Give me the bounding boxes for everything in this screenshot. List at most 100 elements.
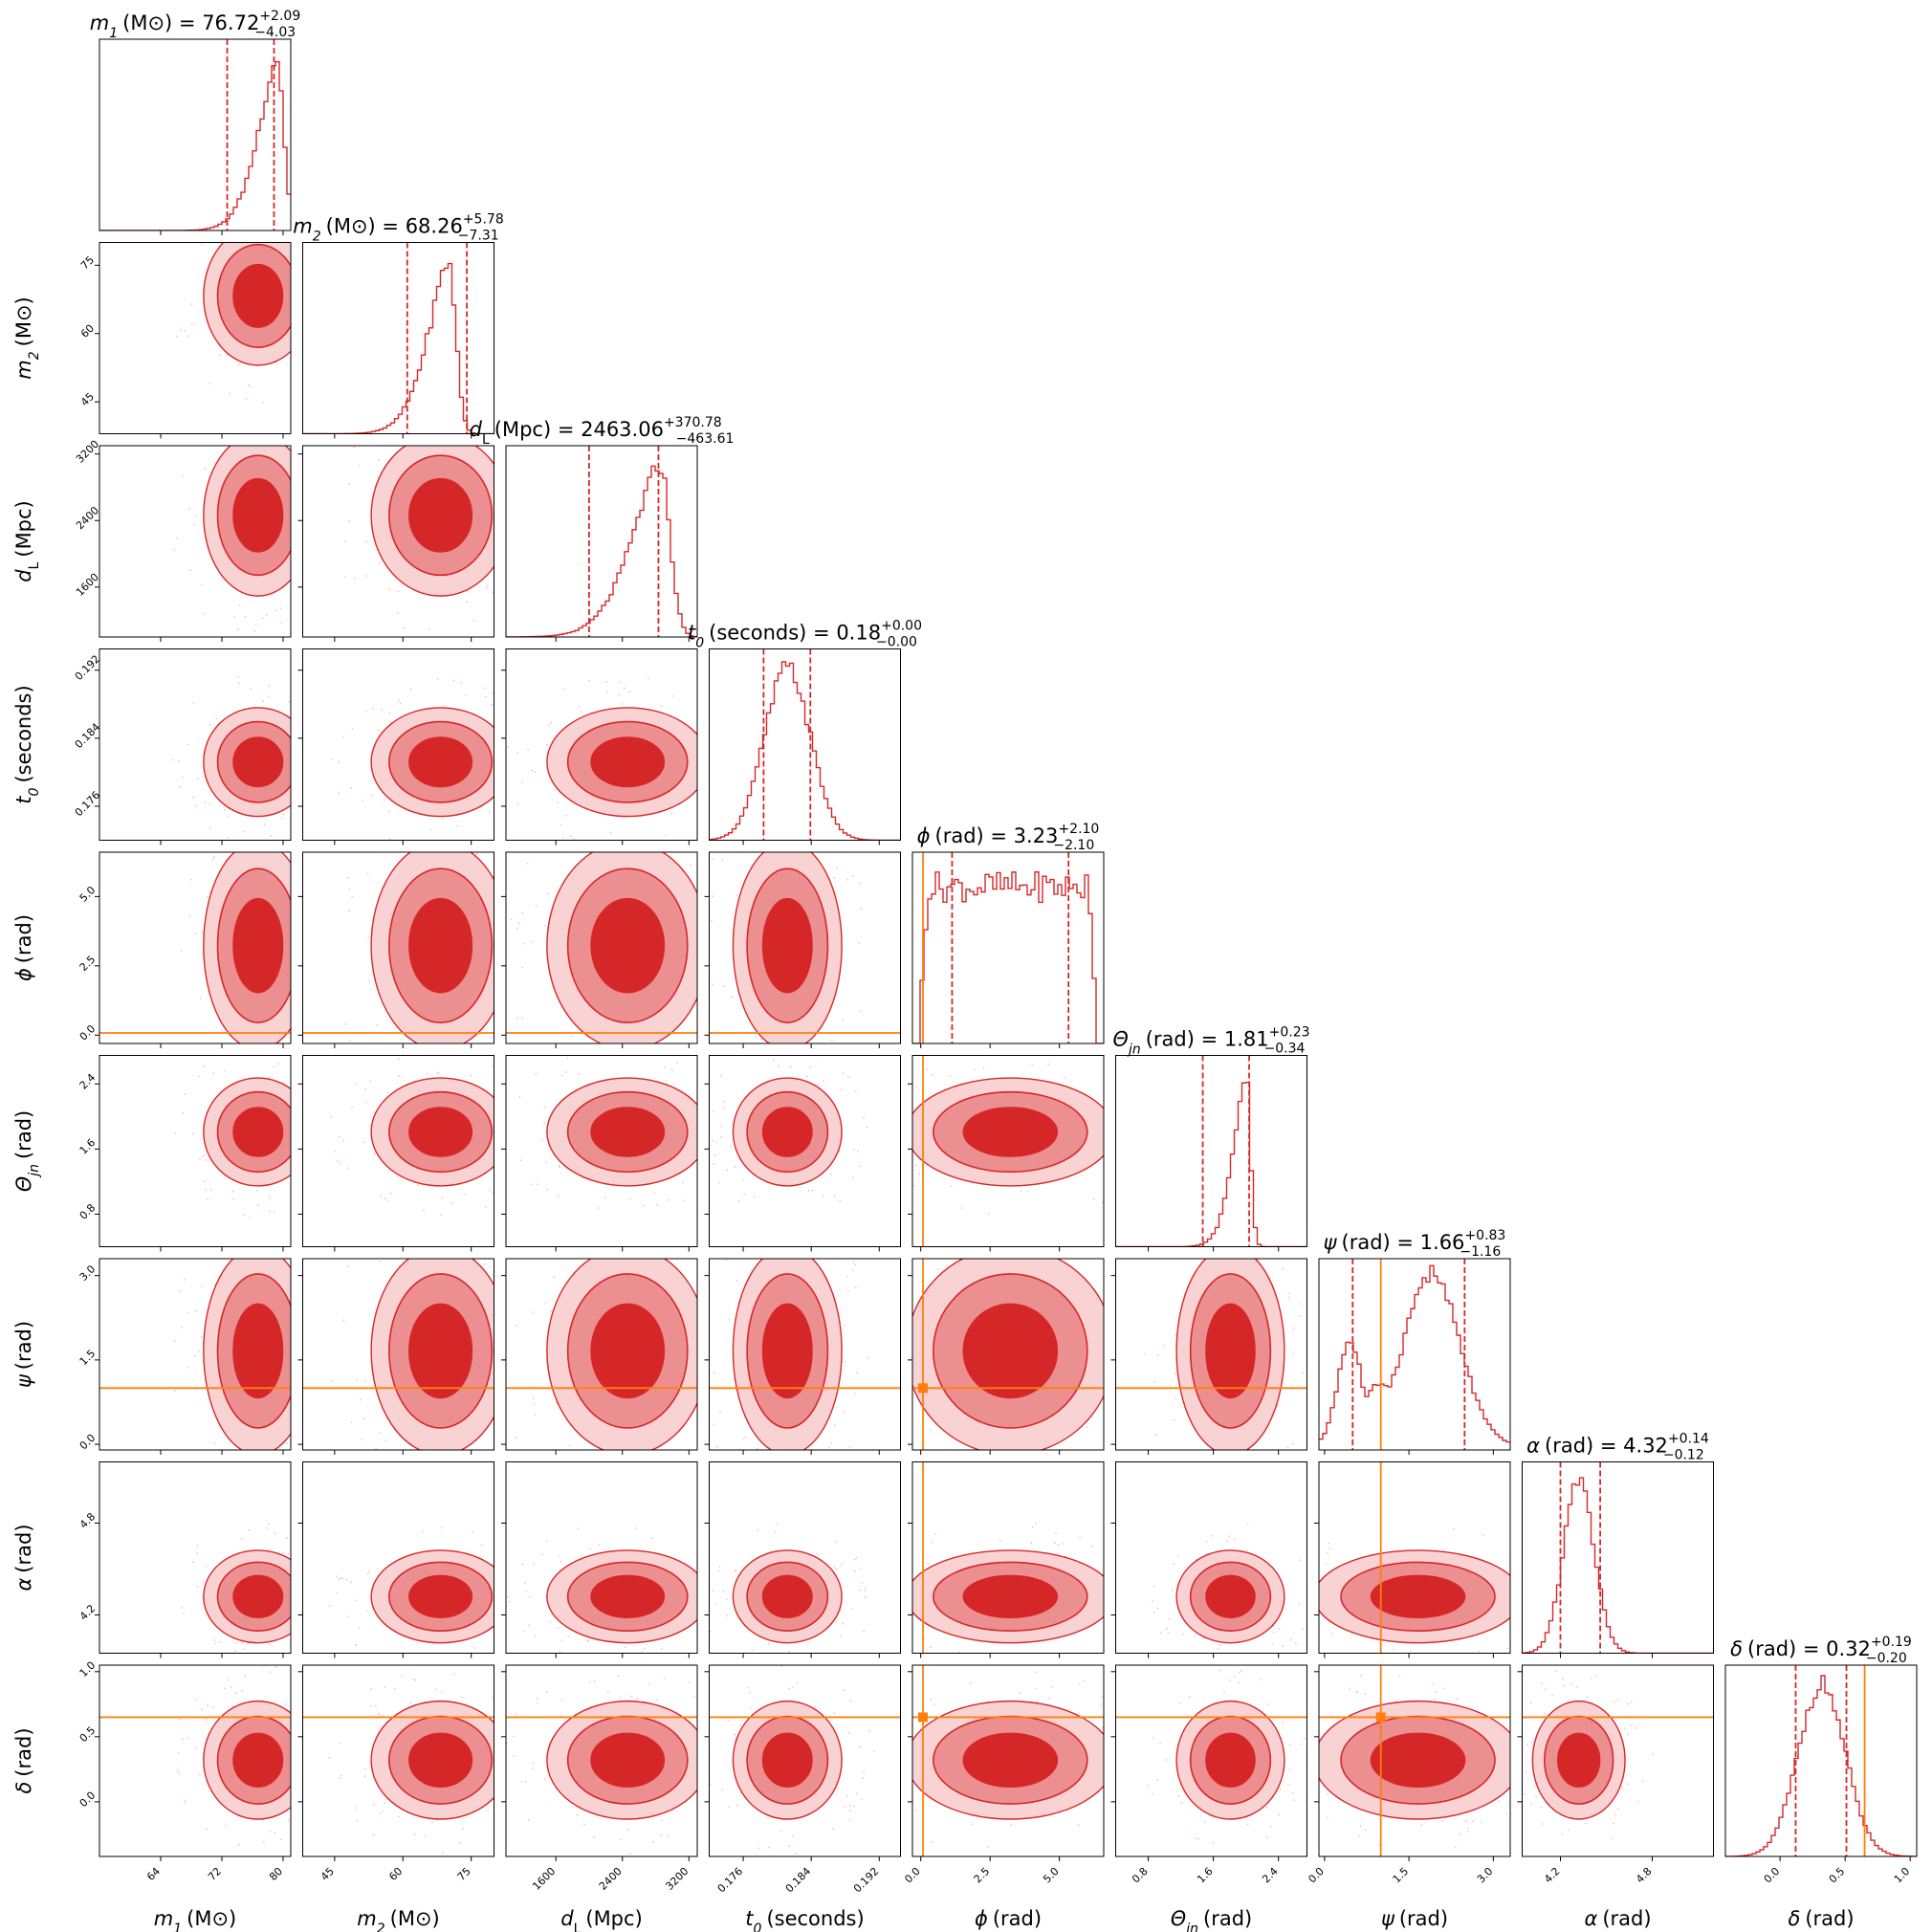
scatter-point (227, 836, 230, 839)
scatter-point (723, 985, 726, 988)
label-unit: (M⊙) (122, 11, 172, 34)
scatter-point (789, 1065, 792, 1068)
scatter-point (263, 1247, 265, 1249)
scatter-point (546, 1108, 548, 1109)
scatter-point (350, 1581, 353, 1583)
scatter-point (728, 1470, 730, 1472)
scatter-point (845, 1794, 848, 1797)
scatter-point (313, 882, 315, 884)
scatter-point (1093, 1465, 1095, 1467)
scatter-point (703, 1571, 705, 1573)
scatter-point (1282, 1267, 1284, 1270)
scatter-point (1194, 1836, 1197, 1839)
scatter-point (252, 417, 254, 419)
scatter-point (195, 1698, 197, 1701)
scatter-point (319, 282, 321, 284)
scatter-point (336, 1575, 339, 1577)
scatter-point (1147, 1784, 1150, 1787)
scatter-point (528, 837, 530, 839)
scatter-point (1467, 1831, 1470, 1833)
scatter-point (508, 725, 510, 727)
scatter-point (857, 1137, 859, 1139)
axes-frame (99, 242, 292, 434)
scatter-point (715, 1641, 717, 1643)
scatter-point (1230, 1253, 1232, 1255)
scatter-point (300, 1000, 302, 1002)
contour-inner (232, 1107, 284, 1157)
scatter-point (397, 1815, 400, 1818)
scatter-point (299, 584, 301, 586)
scatter-point (682, 1478, 684, 1480)
scatter-point (904, 1749, 906, 1751)
x-tick-label-alpha: 4.8 (1634, 1865, 1655, 1886)
contour-panel-t0-theta (704, 1055, 901, 1252)
scatter-point (843, 1689, 845, 1692)
scatter-point (1551, 1694, 1553, 1697)
scatter-point (1081, 1213, 1083, 1215)
scatter-point (524, 1581, 526, 1583)
scatter-point (532, 1767, 534, 1769)
scatter-point (219, 1641, 221, 1643)
scatter-point (1248, 1510, 1250, 1512)
x-tick-label-m1: 72 (206, 1865, 224, 1883)
scatter-point (1314, 1609, 1316, 1611)
x-tick-label-dL: 3200 (663, 1865, 691, 1893)
scatter-point (1238, 1681, 1240, 1684)
scatter-point (593, 1836, 595, 1838)
x-tick-label-t0: 0.176 (715, 1865, 745, 1895)
label-unit: (rad) (1399, 1907, 1448, 1930)
scatter-point (318, 1181, 319, 1183)
scatter-point (524, 1582, 526, 1584)
scatter-point (397, 1197, 399, 1198)
scatter-point (905, 1176, 907, 1178)
scatter-point (187, 1311, 188, 1314)
scatter-point (1490, 1661, 1492, 1663)
scatter-point (1156, 1779, 1159, 1781)
scatter-point (319, 1608, 321, 1610)
scatter-point (844, 1806, 846, 1808)
y-tick-label-phi: 5.0 (77, 884, 99, 905)
scatter-point (312, 1554, 314, 1556)
scatter-point (836, 842, 838, 844)
scatter-point (544, 924, 546, 927)
scatter-point (521, 1723, 523, 1725)
scatter-point (389, 1193, 392, 1195)
label-subscript: L (27, 561, 42, 569)
scatter-point (817, 1491, 819, 1493)
scatter-point (650, 1460, 652, 1461)
scatter-point (846, 1275, 848, 1278)
scatter-point (748, 1691, 751, 1694)
scatter-point (871, 1307, 873, 1309)
scatter-point (338, 1578, 340, 1581)
scatter-point (415, 1076, 417, 1078)
scatter-point (238, 604, 241, 606)
scatter-point (1506, 1647, 1509, 1649)
scatter-point (499, 1339, 501, 1341)
scatter-point (1177, 1795, 1180, 1797)
scatter-point (1188, 1696, 1191, 1698)
y-tick-label-theta: 0.8 (77, 1201, 99, 1222)
scatter-point (706, 1032, 708, 1034)
scatter-point (524, 1781, 527, 1783)
scatter-point (544, 1302, 547, 1304)
scatter-point (537, 1183, 538, 1185)
label-symbol: m (293, 215, 312, 238)
scatter-point (554, 1048, 556, 1050)
histogram-theta (1115, 1055, 1307, 1252)
scatter-point (320, 728, 322, 730)
scatter-point (428, 628, 430, 630)
scatter-point (306, 1473, 308, 1475)
scatter-point (560, 1639, 563, 1641)
scatter-point (372, 1833, 375, 1836)
scatter-point (516, 1813, 518, 1815)
scatter-point (1312, 1576, 1314, 1578)
scatter-point (1170, 1460, 1172, 1461)
scatter-point (1300, 1303, 1303, 1306)
scatter-point (318, 532, 319, 534)
scatter-point (179, 1290, 182, 1292)
label-subscript: 0 (754, 1921, 762, 1932)
scatter-point (356, 1820, 358, 1822)
scatter-point (1239, 1671, 1240, 1674)
scatter-point (241, 1642, 244, 1644)
